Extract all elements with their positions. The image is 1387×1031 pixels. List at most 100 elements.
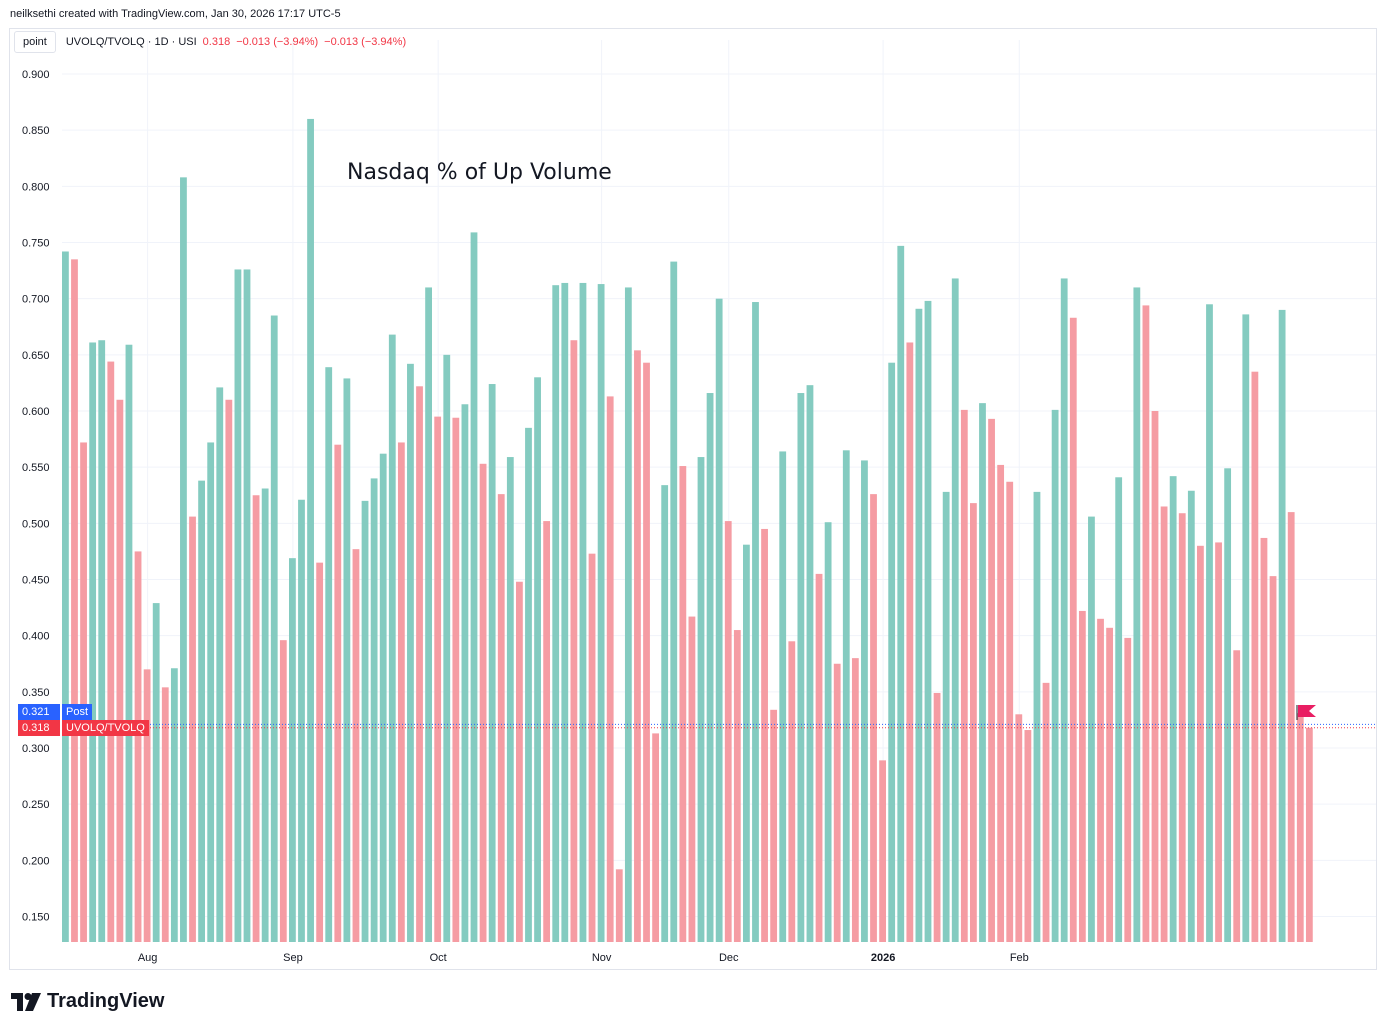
volume-bar[interactable] bbox=[161, 687, 169, 942]
volume-bar[interactable] bbox=[988, 418, 995, 942]
volume-bar[interactable] bbox=[125, 344, 133, 942]
volume-bar[interactable] bbox=[497, 494, 505, 942]
volume-bar[interactable] bbox=[1015, 714, 1023, 942]
volume-bar[interactable] bbox=[62, 251, 69, 942]
volume-bar[interactable] bbox=[543, 521, 551, 942]
volume-bar[interactable] bbox=[888, 362, 896, 942]
volume-bar[interactable] bbox=[588, 553, 596, 942]
volume-bar[interactable] bbox=[388, 334, 396, 942]
volume-bar[interactable] bbox=[1024, 730, 1032, 942]
volume-bar[interactable] bbox=[552, 285, 560, 943]
volume-bar[interactable] bbox=[1006, 481, 1014, 942]
volume-bar[interactable] bbox=[80, 442, 87, 942]
volume-bar[interactable] bbox=[770, 709, 778, 942]
volume-bar[interactable] bbox=[279, 640, 287, 942]
volume-bar[interactable] bbox=[724, 521, 732, 942]
volume-bar[interactable] bbox=[806, 385, 814, 942]
volume-bar[interactable] bbox=[479, 463, 487, 942]
flag-icon[interactable] bbox=[1296, 705, 1316, 720]
volume-bar[interactable] bbox=[98, 340, 106, 943]
volume-bar[interactable] bbox=[452, 417, 460, 942]
volume-bar[interactable] bbox=[870, 494, 877, 942]
volume-bar[interactable] bbox=[152, 603, 160, 942]
volume-bar[interactable] bbox=[634, 350, 641, 943]
volume-bar[interactable] bbox=[570, 340, 578, 943]
volume-bar[interactable] bbox=[606, 396, 614, 942]
volume-bar[interactable] bbox=[1133, 287, 1141, 942]
volume-bar[interactable] bbox=[488, 384, 496, 942]
volume-bar[interactable] bbox=[207, 442, 215, 942]
volume-bar[interactable] bbox=[661, 485, 669, 942]
volume-bar[interactable] bbox=[1115, 477, 1123, 942]
volume-bar[interactable] bbox=[815, 573, 823, 942]
volume-bar[interactable] bbox=[1251, 371, 1259, 942]
volume-bar[interactable] bbox=[261, 488, 269, 942]
volume-bar[interactable] bbox=[833, 663, 841, 942]
volume-bar[interactable] bbox=[1206, 304, 1213, 942]
volume-bar[interactable] bbox=[979, 403, 986, 942]
volume-bar[interactable] bbox=[951, 278, 959, 942]
volume-bar[interactable] bbox=[1278, 309, 1286, 942]
volume-bar[interactable] bbox=[1215, 542, 1222, 942]
volume-bar[interactable] bbox=[1197, 545, 1204, 942]
volume-bar[interactable] bbox=[861, 460, 868, 942]
volume-bar[interactable] bbox=[71, 259, 78, 943]
volume-bar[interactable] bbox=[316, 562, 324, 942]
volume-bar[interactable] bbox=[1069, 317, 1077, 943]
volume-bar[interactable] bbox=[1106, 627, 1113, 942]
tradingview-logo[interactable]: TradingView bbox=[11, 990, 164, 1013]
volume-bar[interactable] bbox=[1287, 512, 1295, 942]
volume-bar[interactable] bbox=[107, 361, 115, 942]
volume-bar[interactable] bbox=[352, 549, 360, 942]
volume-bar[interactable] bbox=[470, 232, 478, 942]
volume-bar[interactable] bbox=[761, 528, 768, 942]
volume-bar[interactable] bbox=[334, 444, 342, 942]
volume-bar[interactable] bbox=[407, 363, 414, 942]
volume-bar[interactable] bbox=[924, 300, 932, 942]
volume-bar[interactable] bbox=[743, 544, 750, 942]
volume-bar[interactable] bbox=[1233, 650, 1241, 942]
volume-bar[interactable] bbox=[443, 354, 451, 942]
volume-bar[interactable] bbox=[879, 760, 886, 942]
volume-bar[interactable] bbox=[1078, 610, 1086, 942]
volume-bar[interactable] bbox=[325, 367, 333, 942]
volume-bar[interactable] bbox=[624, 287, 632, 942]
symbol-label[interactable]: UVOLQ/TVOLQ · 1D · USI bbox=[65, 36, 197, 48]
volume-bar[interactable] bbox=[1260, 537, 1268, 942]
volume-bar[interactable] bbox=[960, 409, 968, 942]
volume-bar[interactable] bbox=[397, 442, 405, 942]
volume-bar[interactable] bbox=[506, 457, 514, 942]
volume-bar[interactable] bbox=[697, 457, 705, 942]
volume-bar[interactable] bbox=[379, 453, 387, 942]
volume-bar[interactable] bbox=[688, 616, 696, 942]
volume-bar[interactable] bbox=[897, 245, 905, 942]
volume-bar[interactable] bbox=[706, 393, 714, 942]
volume-bar[interactable] bbox=[579, 282, 587, 942]
volume-bar[interactable] bbox=[1224, 468, 1232, 942]
volume-bar[interactable] bbox=[270, 315, 278, 942]
volume-bar[interactable] bbox=[679, 466, 687, 942]
volume-bar[interactable] bbox=[643, 362, 650, 942]
volume-bar[interactable] bbox=[1033, 491, 1041, 942]
volume-bar[interactable] bbox=[615, 869, 623, 942]
volume-bar[interactable] bbox=[134, 551, 142, 942]
volume-bar[interactable] bbox=[1151, 411, 1159, 942]
volume-bar[interactable] bbox=[307, 118, 314, 942]
volume-bar[interactable] bbox=[824, 522, 832, 942]
volume-bar[interactable] bbox=[198, 480, 205, 942]
volume-bar[interactable] bbox=[851, 658, 859, 942]
volume-bar[interactable] bbox=[234, 269, 242, 943]
volume-bar[interactable] bbox=[1060, 278, 1068, 942]
volume-bar[interactable] bbox=[1305, 727, 1313, 942]
volume-bar[interactable] bbox=[906, 342, 914, 942]
volume-bar[interactable] bbox=[561, 282, 569, 942]
volume-bar[interactable] bbox=[1242, 314, 1250, 943]
volume-bar[interactable] bbox=[1051, 409, 1059, 942]
volume-bar[interactable] bbox=[797, 393, 805, 942]
volume-bar[interactable] bbox=[370, 478, 378, 942]
volume-bar[interactable] bbox=[180, 177, 187, 942]
volume-bar[interactable] bbox=[252, 495, 260, 942]
volume-bar[interactable] bbox=[933, 692, 941, 942]
volume-bar[interactable] bbox=[1187, 490, 1195, 942]
